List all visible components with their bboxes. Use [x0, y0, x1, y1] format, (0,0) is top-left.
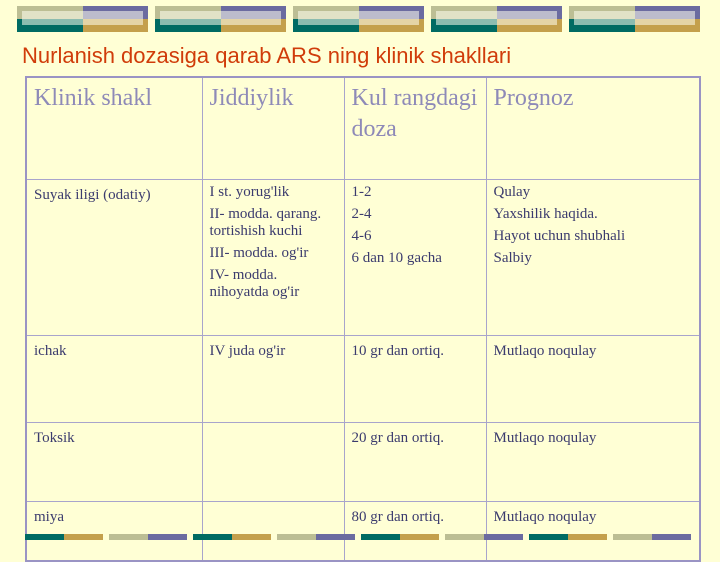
- line: Salbiy: [493, 249, 532, 266]
- cell-prognoz: Mutlaqo noqulay: [485, 421, 701, 502]
- decor-bar: [613, 534, 652, 540]
- header-cell: Jiddiylik: [201, 76, 345, 180]
- table-row: Toksik 20 gr dan ortiq. Mutlaqo noqulay: [25, 421, 701, 502]
- decor-bar: [484, 534, 523, 540]
- decor-bar: [652, 534, 691, 540]
- decor-block: [431, 6, 562, 32]
- cell-doza: 20 gr dan ortiq.: [343, 421, 487, 502]
- decor-bar: [316, 534, 355, 540]
- line: III- modda. og'ir: [209, 244, 309, 261]
- line: I st. yorug'lik: [209, 183, 290, 200]
- cell-jiddiylik: [201, 500, 345, 562]
- decor-bar: [568, 534, 607, 540]
- decor-bar: [64, 534, 103, 540]
- cell-shakl: Toksik: [25, 421, 203, 502]
- table-row: ichak IV juda og'ir 10 gr dan ortiq. Mut…: [25, 334, 701, 423]
- line: 4-6: [351, 227, 372, 244]
- decor-bar: [529, 534, 568, 540]
- decor-bar: [400, 534, 439, 540]
- decor-bar: [361, 534, 400, 540]
- decor-bar: [109, 534, 148, 540]
- table-row: Suyak iligi (odatiy) I st. yorug'lik II-…: [25, 178, 701, 336]
- decor-block: [155, 6, 286, 32]
- decor-bar: [232, 534, 271, 540]
- header-cell: Klinik shakl: [25, 76, 203, 180]
- decor-bar: [445, 534, 484, 540]
- decor-bar: [25, 534, 64, 540]
- slide-title: Nurlanish dozasiga qarab ARS ning klinik…: [22, 43, 512, 68]
- cell-jiddiylik: [201, 421, 345, 502]
- cell-prognoz: Qulay Yaxshilik haqida. Hayot uchun shub…: [485, 178, 701, 336]
- line: 2-4: [351, 205, 372, 222]
- cell-prognoz: Mutlaqo noqulay: [485, 334, 701, 423]
- line: Qulay: [493, 183, 531, 200]
- cell-jiddiylik: I st. yorug'lik II- modda. qarang. torti…: [201, 178, 345, 336]
- decor-bar: [277, 534, 316, 540]
- cell-shakl: miya: [25, 500, 203, 562]
- line: Hayot uchun shubhali: [493, 227, 626, 244]
- cell-doza: 1-2 2-4 4-6 6 dan 10 gacha: [343, 178, 487, 336]
- cell-shakl: ichak: [25, 334, 203, 423]
- cell-doza: 10 gr dan ortiq.: [343, 334, 487, 423]
- header-cell: Kul rangdagi doza: [343, 76, 487, 180]
- clinical-forms-table: Klinik shakl Jiddiylik Kul rangdagi doza…: [25, 76, 701, 562]
- table-header-row: Klinik shakl Jiddiylik Kul rangdagi doza…: [25, 76, 701, 180]
- header-cell: Prognoz: [485, 76, 701, 180]
- line: Yaxshilik haqida.: [493, 205, 598, 222]
- cell-jiddiylik: IV juda og'ir: [201, 334, 345, 423]
- cell-prognoz: Mutlaqo noqulay: [485, 500, 701, 562]
- table-row: miya 80 gr dan ortiq. Mutlaqo noqulay: [25, 500, 701, 562]
- decor-block: [293, 6, 424, 32]
- line: II- modda. qarang. tortishish kuchi: [209, 205, 322, 239]
- decor-bar: [148, 534, 187, 540]
- cell-doza: 80 gr dan ortiq.: [343, 500, 487, 562]
- decor-block: [569, 6, 700, 32]
- cell-shakl: Suyak iligi (odatiy): [25, 178, 203, 336]
- decor-bar: [193, 534, 232, 540]
- line: 1-2: [351, 183, 372, 200]
- decor-block: [17, 6, 148, 32]
- line: 6 dan 10 gacha: [351, 249, 442, 266]
- line: IV- modda. nihoyatda og'ir: [209, 266, 300, 300]
